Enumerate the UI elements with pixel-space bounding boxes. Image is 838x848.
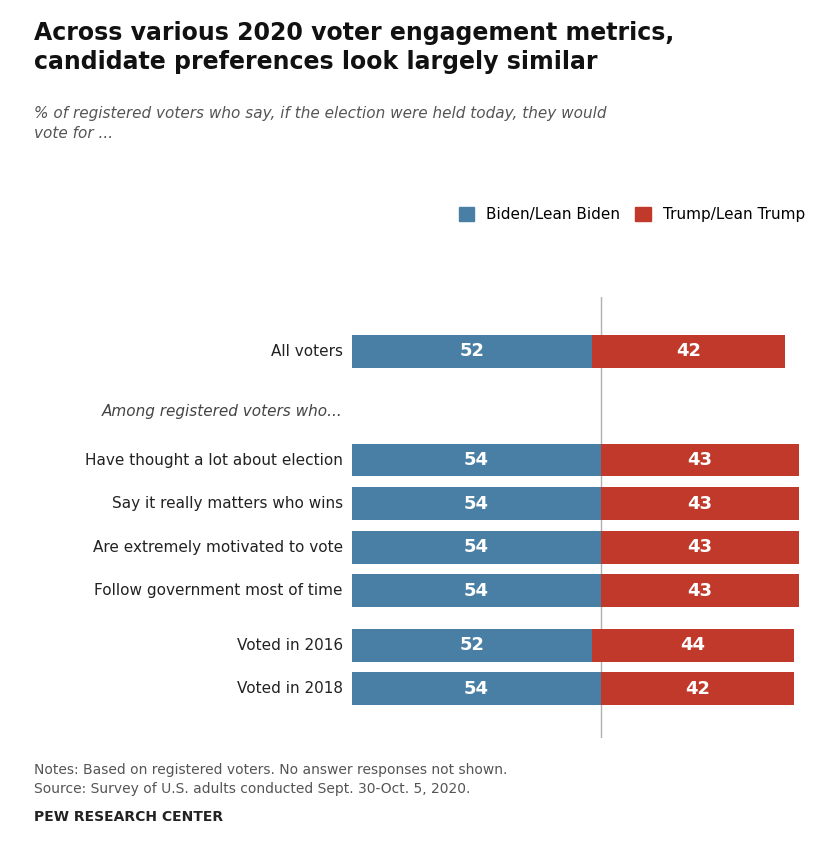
Text: Have thought a lot about election: Have thought a lot about election <box>85 453 343 467</box>
Bar <box>352 488 601 520</box>
Text: 54: 54 <box>464 451 489 469</box>
Bar <box>601 488 799 520</box>
Text: Say it really matters who wins: Say it really matters who wins <box>111 496 343 511</box>
Bar <box>601 444 799 477</box>
Bar <box>352 574 601 607</box>
Text: 52: 52 <box>459 343 484 360</box>
Bar <box>592 335 785 367</box>
Text: 44: 44 <box>680 636 706 654</box>
Text: PEW RESEARCH CENTER: PEW RESEARCH CENTER <box>34 810 223 824</box>
Bar <box>352 531 601 564</box>
Text: % of registered voters who say, if the election were held today, they would
vote: % of registered voters who say, if the e… <box>34 106 606 141</box>
Text: Among registered voters who...: Among registered voters who... <box>102 404 343 419</box>
Text: 43: 43 <box>687 538 712 556</box>
Text: 43: 43 <box>687 494 712 513</box>
Bar <box>352 335 592 367</box>
Bar <box>601 531 799 564</box>
Bar <box>601 574 799 607</box>
Text: Notes: Based on registered voters. No answer responses not shown.
Source: Survey: Notes: Based on registered voters. No an… <box>34 763 507 795</box>
Text: 43: 43 <box>687 582 712 600</box>
Text: 54: 54 <box>464 494 489 513</box>
Text: Voted in 2016: Voted in 2016 <box>236 638 343 653</box>
Text: 54: 54 <box>464 538 489 556</box>
Bar <box>352 629 592 661</box>
Text: 52: 52 <box>459 636 484 654</box>
Bar <box>601 672 794 705</box>
Text: 54: 54 <box>464 582 489 600</box>
Text: 42: 42 <box>685 680 710 698</box>
Bar <box>352 672 601 705</box>
Bar <box>352 444 601 477</box>
Bar <box>592 629 794 661</box>
Legend: Biden/Lean Biden, Trump/Lean Trump: Biden/Lean Biden, Trump/Lean Trump <box>458 208 805 222</box>
Text: 42: 42 <box>676 343 701 360</box>
Text: 54: 54 <box>464 680 489 698</box>
Text: All voters: All voters <box>271 343 343 359</box>
Text: Across various 2020 voter engagement metrics,
candidate preferences look largely: Across various 2020 voter engagement met… <box>34 21 674 74</box>
Text: Follow government most of time: Follow government most of time <box>94 583 343 599</box>
Text: Are extremely motivated to vote: Are extremely motivated to vote <box>93 539 343 555</box>
Text: 43: 43 <box>687 451 712 469</box>
Text: Voted in 2018: Voted in 2018 <box>237 681 343 696</box>
